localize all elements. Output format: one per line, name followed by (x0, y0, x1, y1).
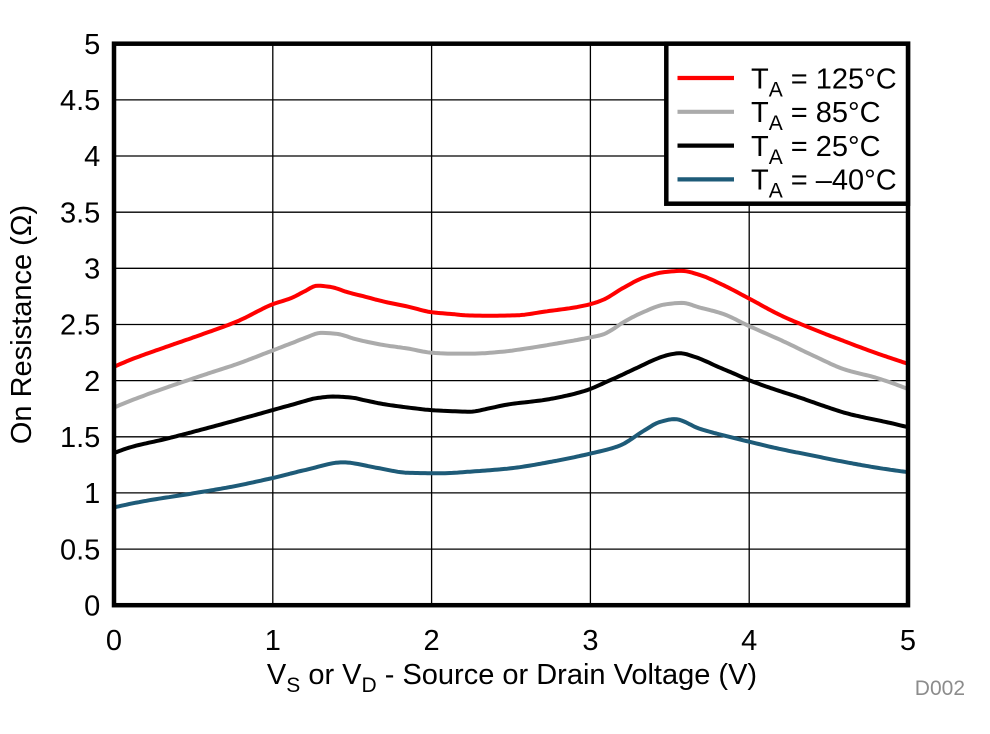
svg-text:2.5: 2.5 (60, 310, 100, 342)
svg-text:On Resistance (Ω): On Resistance (Ω) (6, 205, 38, 444)
svg-text:4.5: 4.5 (60, 85, 100, 117)
svg-text:5: 5 (84, 29, 100, 61)
svg-text:4: 4 (741, 625, 757, 657)
svg-text:3.5: 3.5 (60, 197, 100, 229)
svg-text:VS or VD - Source or Drain Vol: VS or VD - Source or Drain Voltage (V) (267, 659, 757, 697)
svg-text:0: 0 (106, 625, 122, 657)
svg-text:0.5: 0.5 (60, 534, 100, 566)
svg-text:1.5: 1.5 (60, 422, 100, 454)
svg-text:2: 2 (424, 625, 440, 657)
svg-text:TA = 85°C: TA = 85°C (751, 97, 881, 135)
svg-text:3: 3 (84, 254, 100, 286)
svg-text:1: 1 (84, 478, 100, 510)
svg-text:2: 2 (84, 366, 100, 398)
svg-text:TA = 125°C: TA = 125°C (751, 63, 897, 101)
svg-text:4: 4 (84, 141, 100, 173)
svg-text:TA = 25°C: TA = 25°C (751, 131, 881, 169)
svg-text:D002: D002 (915, 677, 965, 700)
svg-text:3: 3 (582, 625, 598, 657)
svg-text:5: 5 (900, 625, 916, 657)
svg-text:1: 1 (265, 625, 281, 657)
svg-text:0: 0 (84, 590, 100, 622)
